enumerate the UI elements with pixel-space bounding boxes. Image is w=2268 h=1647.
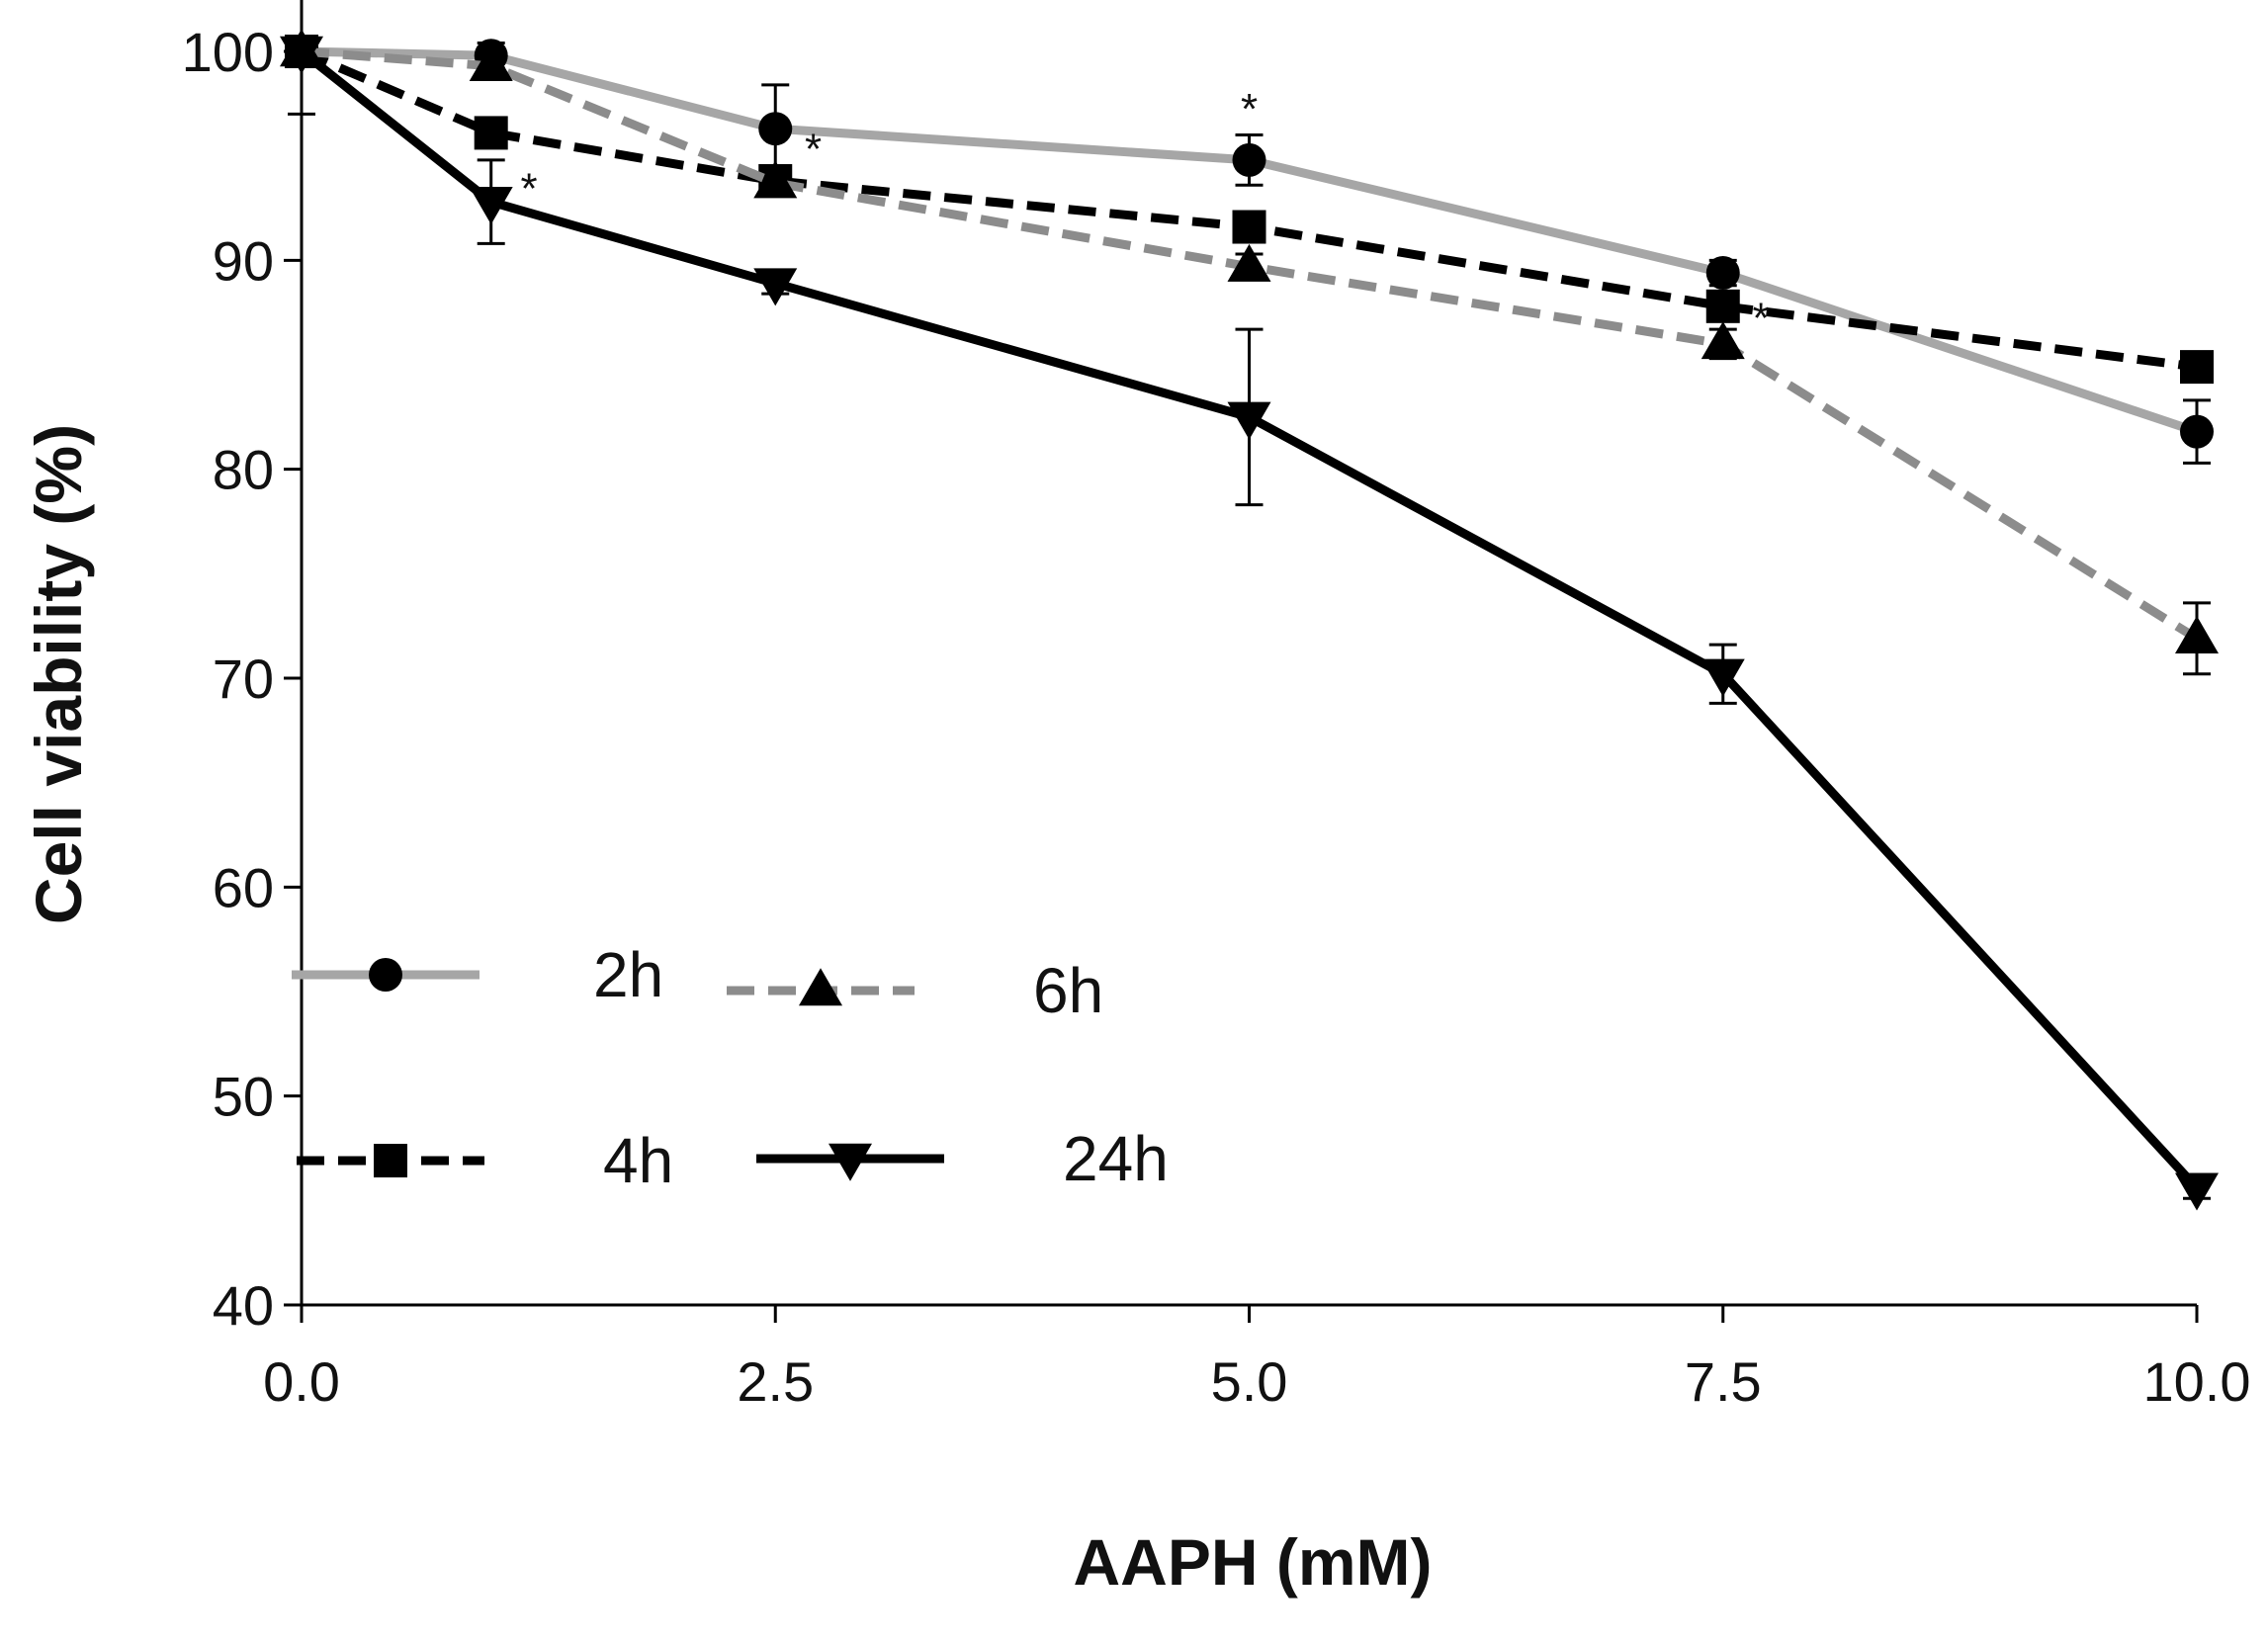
series-line-24h xyxy=(299,47,2201,1191)
series-24h xyxy=(280,0,2219,1211)
x-tick-label: 2.5 xyxy=(737,1350,814,1413)
significance-asterisk: * xyxy=(1241,85,1258,133)
data-point-2h xyxy=(1232,142,1266,177)
data-point-6h xyxy=(469,43,513,81)
x-tick-label: 10.0 xyxy=(2143,1350,2251,1413)
y-tick-label: 90 xyxy=(213,229,274,292)
data-point-6h xyxy=(1701,321,1745,360)
legend-item-6h: 6h xyxy=(727,955,1103,1026)
significance-asterisk: * xyxy=(520,164,537,213)
data-point-4h xyxy=(1705,289,1740,323)
y-tick-label: 50 xyxy=(213,1066,274,1128)
legend-label-24h: 24h xyxy=(1063,1123,1169,1194)
data-point-2h xyxy=(2180,414,2214,449)
data-point-24h xyxy=(1701,658,1745,697)
legend-label-6h: 6h xyxy=(1033,955,1103,1026)
significance-asterisk: * xyxy=(1753,295,1770,343)
x-tick-label: 0.0 xyxy=(263,1350,340,1413)
x-tick-label: 5.0 xyxy=(1211,1350,1288,1413)
data-point-4h xyxy=(2180,350,2214,385)
data-point-4h xyxy=(474,116,508,150)
legend-item-4h: 4h xyxy=(297,1125,673,1196)
y-tick-label: 80 xyxy=(213,439,274,501)
x-axis-title: AAPH (mM) xyxy=(1074,1525,1433,1599)
series-line-2h xyxy=(301,46,2199,436)
annotations: * * * * xyxy=(520,85,1769,342)
legend: 2h 4h 6h 24h xyxy=(292,939,1169,1196)
legend-marker-2h xyxy=(369,958,402,992)
series-line-6h xyxy=(301,46,2200,643)
data-point-6h xyxy=(753,160,798,199)
y-axis-title: Cell viability (%) xyxy=(22,424,95,924)
legend-marker-4h xyxy=(374,1144,407,1177)
legend-label-2h: 2h xyxy=(593,939,663,1010)
legend-item-2h: 2h xyxy=(292,939,663,1010)
significance-asterisk: * xyxy=(805,125,822,173)
y-tick-label: 70 xyxy=(213,648,274,710)
series-6h xyxy=(280,29,2219,676)
legend-marker-24h xyxy=(829,1143,872,1181)
axes: 40 50 60 70 80 90 100 0.0 2.5 5.0 7.5 10.0 xyxy=(182,21,2251,1413)
data-point-24h xyxy=(753,268,798,306)
data-point-24h xyxy=(469,186,513,224)
y-tick-label: 40 xyxy=(213,1274,274,1337)
legend-item-24h: 24h xyxy=(756,1123,1169,1194)
x-tick-label: 7.5 xyxy=(1685,1350,1762,1413)
data-point-4h xyxy=(1232,210,1266,244)
data-point-2h xyxy=(758,112,793,146)
y-tick-label: 100 xyxy=(182,21,274,83)
y-tick-label: 60 xyxy=(213,856,274,918)
series-layer xyxy=(280,0,2219,1211)
data-point-24h xyxy=(1227,401,1271,440)
data-point-24h xyxy=(2175,1172,2219,1211)
legend-label-4h: 4h xyxy=(603,1125,673,1196)
data-point-6h xyxy=(1227,243,1271,282)
data-point-6h xyxy=(2175,616,2219,654)
series-line-4h xyxy=(300,46,2198,372)
data-point-24h xyxy=(280,36,323,74)
data-point-2h xyxy=(1705,256,1740,291)
legend-marker-6h xyxy=(799,968,842,1006)
